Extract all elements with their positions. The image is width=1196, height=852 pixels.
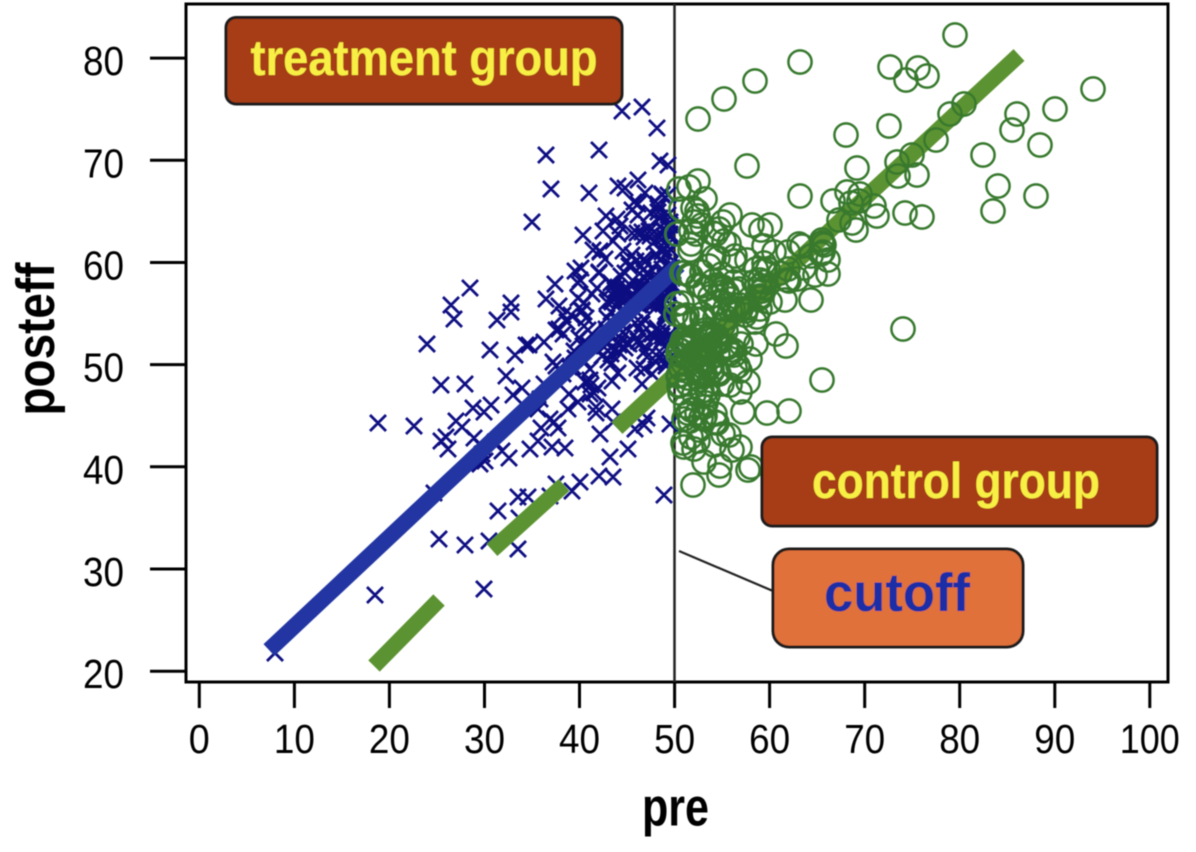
svg-text:control group: control group — [812, 453, 1100, 509]
svg-text:60: 60 — [749, 716, 790, 762]
svg-text:20: 20 — [369, 716, 410, 762]
svg-text:60: 60 — [83, 243, 124, 289]
svg-text:50: 50 — [654, 716, 695, 762]
svg-text:50: 50 — [83, 345, 124, 391]
svg-text:20: 20 — [83, 651, 124, 697]
svg-text:10: 10 — [274, 716, 315, 762]
svg-text:30: 30 — [464, 716, 505, 762]
svg-text:posteff: posteff — [6, 262, 66, 416]
svg-text:40: 40 — [559, 716, 600, 762]
svg-text:70: 70 — [83, 140, 124, 186]
svg-text:cutoff: cutoff — [824, 563, 971, 623]
svg-text:30: 30 — [83, 549, 124, 595]
svg-text:70: 70 — [844, 716, 885, 762]
svg-text:40: 40 — [83, 447, 124, 493]
svg-text:treatment group: treatment group — [251, 30, 598, 86]
svg-text:100: 100 — [1120, 716, 1180, 762]
svg-text:0: 0 — [189, 716, 210, 762]
svg-text:80: 80 — [83, 38, 124, 84]
svg-text:80: 80 — [939, 716, 980, 762]
svg-text:90: 90 — [1034, 716, 1075, 762]
svg-text:pre: pre — [642, 778, 709, 838]
